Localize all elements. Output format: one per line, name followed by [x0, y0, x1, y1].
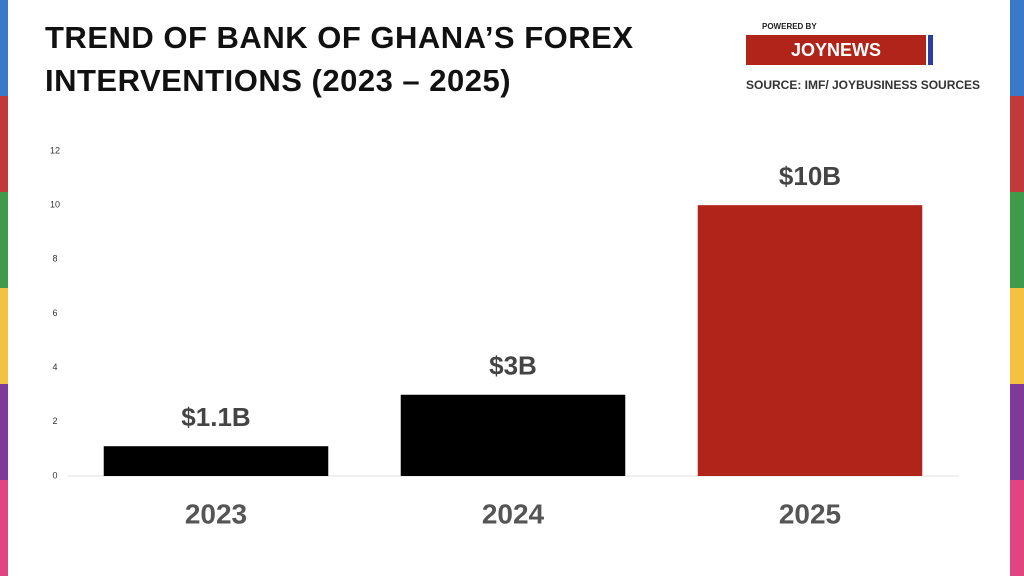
x-tick-label: 2025	[779, 498, 841, 529]
source-note: SOURCE: IMF/ JOYBUSINESS SOURCES	[746, 78, 981, 92]
bar	[697, 205, 923, 476]
value-label: $3B	[489, 351, 537, 381]
y-tick-label: 8	[52, 254, 57, 264]
chart-title: TREND OF BANK OF GHANA’S FOREX INTERVENT…	[45, 20, 634, 98]
value-label: $10B	[779, 161, 841, 191]
y-tick-label: 10	[50, 200, 60, 210]
x-tick-label: 2023	[185, 498, 247, 529]
value-label: $1.1B	[181, 402, 250, 432]
brand-logo: JOYNEWS RESEARCH	[746, 35, 926, 90]
y-tick-label: 2	[52, 416, 57, 426]
bar	[103, 446, 329, 476]
y-tick-label: 12	[50, 145, 60, 155]
x-tick-label: 2024	[482, 498, 545, 529]
y-tick-label: 4	[52, 362, 57, 372]
brand-accent	[928, 35, 933, 65]
left-stripes	[0, 0, 8, 576]
y-tick-label: 6	[52, 308, 57, 318]
right-stripes	[1010, 0, 1024, 576]
bar	[400, 394, 626, 476]
powered-by: POWERED BY	[762, 22, 817, 31]
y-tick-label: 0	[52, 470, 57, 480]
